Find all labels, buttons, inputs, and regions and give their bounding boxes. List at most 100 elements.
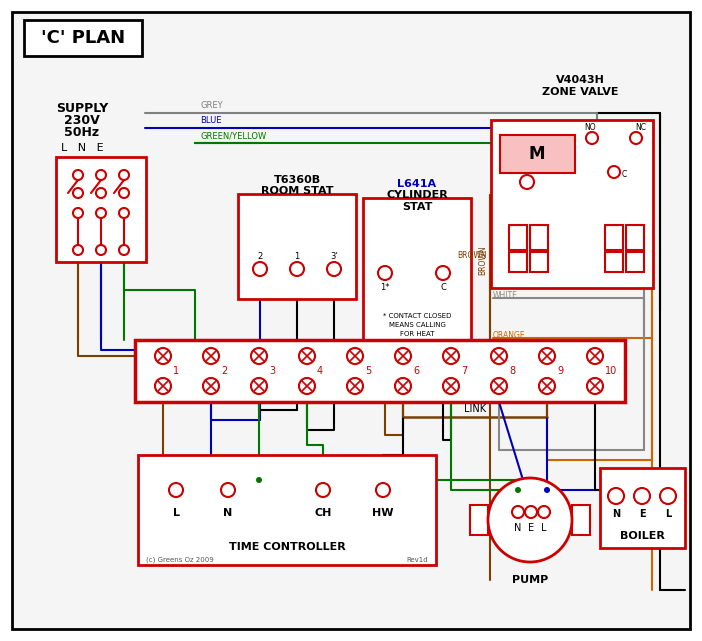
- Circle shape: [586, 132, 598, 144]
- Circle shape: [539, 378, 555, 394]
- Circle shape: [299, 348, 315, 364]
- Circle shape: [395, 378, 411, 394]
- Circle shape: [608, 166, 620, 178]
- Circle shape: [491, 378, 507, 394]
- Text: C: C: [621, 169, 627, 178]
- Text: Rev1d: Rev1d: [406, 557, 428, 563]
- Bar: [509, 252, 527, 272]
- Circle shape: [347, 378, 363, 394]
- Text: 50Hz: 50Hz: [65, 126, 100, 138]
- Circle shape: [96, 188, 106, 198]
- Circle shape: [96, 170, 106, 180]
- Text: ORANGE: ORANGE: [493, 331, 526, 340]
- Circle shape: [299, 378, 315, 394]
- Text: N: N: [612, 509, 620, 519]
- Circle shape: [221, 483, 235, 497]
- Circle shape: [608, 488, 624, 504]
- Circle shape: [512, 506, 524, 518]
- Text: N: N: [515, 523, 522, 533]
- Text: L   N   E: L N E: [60, 143, 103, 153]
- Text: (c) Greens Oz 2009: (c) Greens Oz 2009: [146, 557, 213, 563]
- Text: C: C: [440, 283, 446, 292]
- Text: 7: 7: [461, 366, 468, 376]
- Circle shape: [73, 170, 83, 180]
- Circle shape: [520, 175, 534, 189]
- Text: LINK: LINK: [464, 404, 486, 414]
- Text: GREY: GREY: [200, 101, 223, 110]
- Bar: [491, 120, 653, 288]
- Text: WHITE: WHITE: [493, 290, 518, 299]
- Circle shape: [119, 245, 129, 255]
- Text: HW: HW: [372, 508, 394, 518]
- Bar: [605, 252, 623, 272]
- Text: 10: 10: [605, 366, 617, 376]
- Text: T6360B: T6360B: [274, 175, 321, 185]
- Bar: [626, 225, 644, 250]
- Text: CYLINDER: CYLINDER: [386, 190, 448, 200]
- Circle shape: [251, 378, 267, 394]
- Bar: [530, 252, 548, 272]
- Text: NO: NO: [584, 122, 596, 131]
- Text: 1: 1: [294, 251, 300, 260]
- Text: * CONTACT CLOSED: * CONTACT CLOSED: [383, 313, 451, 319]
- Text: ZONE VALVE: ZONE VALVE: [542, 87, 618, 97]
- Circle shape: [436, 266, 450, 280]
- Text: STAT: STAT: [402, 202, 432, 212]
- Text: SUPPLY: SUPPLY: [56, 101, 108, 115]
- Circle shape: [203, 348, 219, 364]
- Circle shape: [251, 348, 267, 364]
- Bar: [56, 157, 146, 262]
- Circle shape: [73, 245, 83, 255]
- Bar: [530, 225, 548, 250]
- Circle shape: [203, 378, 219, 394]
- Circle shape: [488, 478, 572, 562]
- Circle shape: [253, 262, 267, 276]
- Circle shape: [327, 262, 341, 276]
- Text: 9: 9: [557, 366, 563, 376]
- Circle shape: [525, 506, 537, 518]
- Circle shape: [119, 170, 129, 180]
- Circle shape: [443, 348, 459, 364]
- Text: GREEN/YELLOW: GREEN/YELLOW: [200, 131, 266, 140]
- Text: L: L: [665, 509, 671, 519]
- Text: 1: 1: [173, 366, 179, 376]
- Circle shape: [587, 378, 603, 394]
- Circle shape: [539, 348, 555, 364]
- Text: 3: 3: [269, 366, 275, 376]
- Circle shape: [347, 348, 363, 364]
- Circle shape: [73, 188, 83, 198]
- Text: FOR HEAT: FOR HEAT: [399, 331, 435, 337]
- Circle shape: [119, 188, 129, 198]
- Bar: [605, 225, 623, 250]
- Text: V4043H: V4043H: [555, 75, 604, 85]
- Circle shape: [376, 483, 390, 497]
- Text: 2: 2: [258, 251, 263, 260]
- Circle shape: [491, 348, 507, 364]
- Text: PUMP: PUMP: [512, 575, 548, 585]
- Text: 8: 8: [509, 366, 515, 376]
- Text: BOILER: BOILER: [620, 531, 664, 541]
- Text: E: E: [639, 509, 645, 519]
- Circle shape: [256, 477, 262, 483]
- Bar: [572, 505, 590, 535]
- Circle shape: [538, 506, 550, 518]
- Circle shape: [119, 208, 129, 218]
- Circle shape: [515, 487, 521, 493]
- Bar: [238, 194, 356, 299]
- Text: L: L: [541, 523, 547, 533]
- Bar: [363, 198, 471, 353]
- Text: BROWN: BROWN: [458, 251, 487, 260]
- Text: M: M: [529, 145, 545, 163]
- Circle shape: [316, 483, 330, 497]
- Text: 2: 2: [221, 366, 227, 376]
- Text: L: L: [173, 508, 180, 518]
- Text: 4: 4: [317, 366, 323, 376]
- Text: BROWN: BROWN: [478, 246, 487, 275]
- Text: CH: CH: [314, 508, 331, 518]
- Circle shape: [634, 488, 650, 504]
- Text: L641A: L641A: [397, 179, 437, 189]
- Circle shape: [630, 132, 642, 144]
- Circle shape: [378, 266, 392, 280]
- Circle shape: [395, 348, 411, 364]
- Bar: [24, 20, 142, 56]
